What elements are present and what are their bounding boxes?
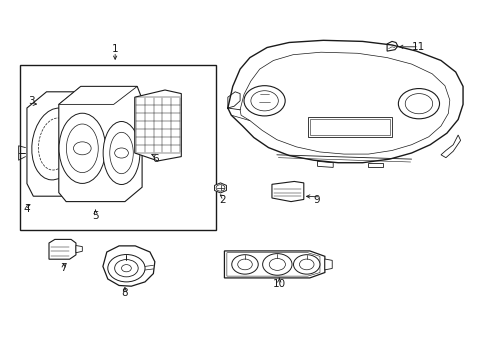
Polygon shape bbox=[27, 92, 86, 196]
Text: 11: 11 bbox=[412, 42, 425, 52]
Circle shape bbox=[398, 89, 440, 119]
Polygon shape bbox=[103, 246, 155, 286]
Bar bbox=[20, 65, 216, 230]
Polygon shape bbox=[318, 161, 333, 167]
Text: 10: 10 bbox=[273, 279, 286, 289]
Circle shape bbox=[263, 253, 292, 275]
Polygon shape bbox=[59, 86, 142, 202]
Polygon shape bbox=[49, 239, 76, 259]
Ellipse shape bbox=[103, 122, 140, 185]
Bar bbox=[308, 117, 392, 137]
Circle shape bbox=[294, 255, 320, 274]
Polygon shape bbox=[441, 135, 461, 158]
Polygon shape bbox=[224, 251, 325, 278]
Bar bbox=[310, 119, 390, 135]
Polygon shape bbox=[59, 86, 137, 104]
Text: 6: 6 bbox=[152, 154, 159, 164]
Polygon shape bbox=[215, 183, 226, 193]
Polygon shape bbox=[387, 41, 398, 51]
Text: 5: 5 bbox=[92, 211, 99, 221]
Polygon shape bbox=[228, 92, 240, 108]
Polygon shape bbox=[135, 90, 181, 161]
Circle shape bbox=[244, 86, 285, 116]
Polygon shape bbox=[368, 163, 383, 167]
Polygon shape bbox=[272, 181, 304, 202]
Text: 8: 8 bbox=[122, 288, 128, 298]
Text: 9: 9 bbox=[314, 195, 320, 205]
Circle shape bbox=[232, 255, 258, 274]
Circle shape bbox=[108, 255, 145, 282]
Text: 4: 4 bbox=[24, 204, 30, 214]
Ellipse shape bbox=[32, 108, 79, 180]
Text: 7: 7 bbox=[60, 263, 67, 273]
Text: 1: 1 bbox=[112, 44, 119, 54]
Ellipse shape bbox=[59, 113, 106, 184]
Text: 2: 2 bbox=[220, 195, 226, 205]
Text: 3: 3 bbox=[28, 96, 35, 106]
Polygon shape bbox=[325, 259, 332, 270]
Polygon shape bbox=[76, 246, 82, 253]
